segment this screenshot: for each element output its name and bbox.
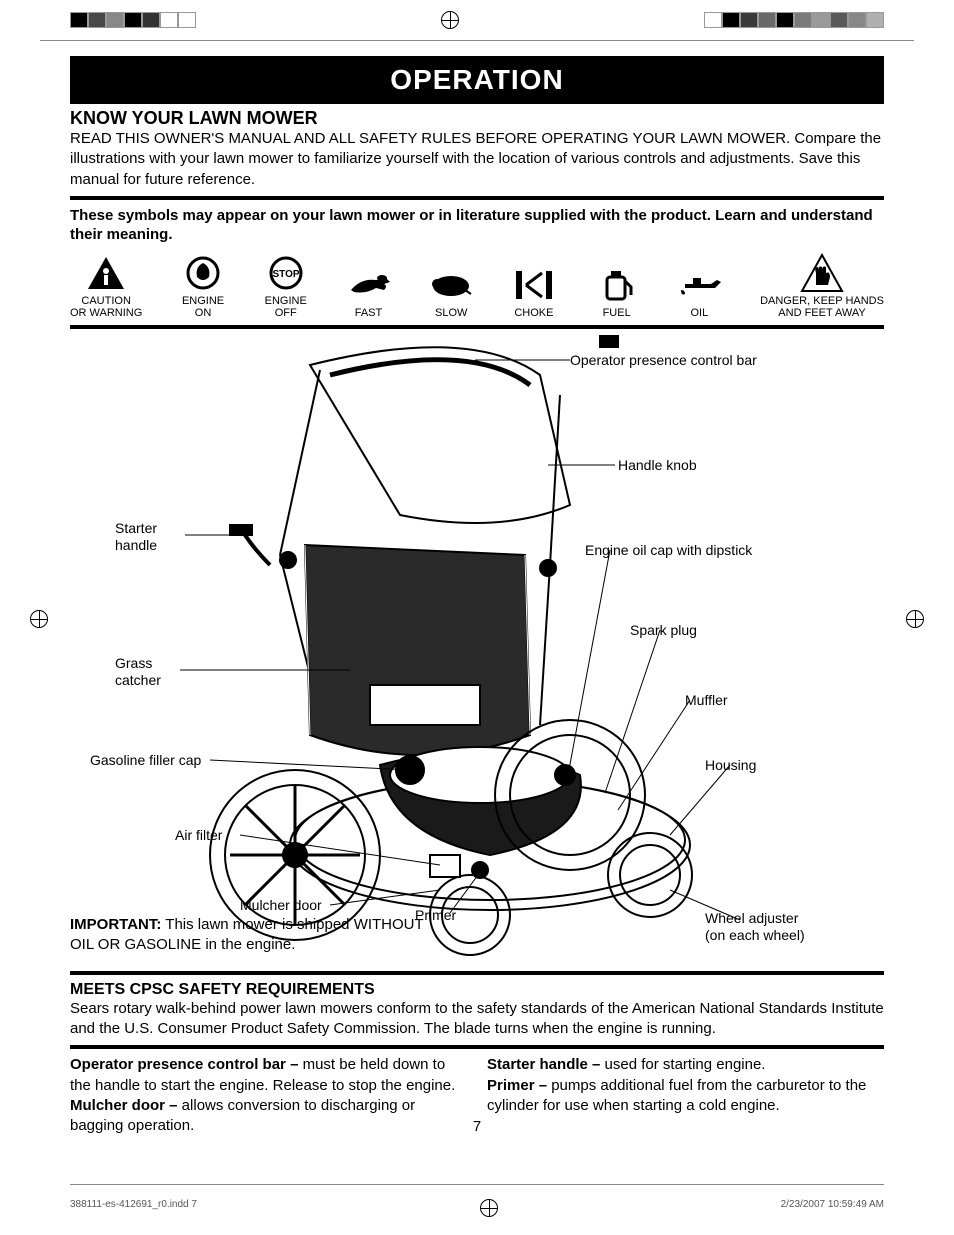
- footer-timestamp: 2/23/2007 10:59:49 AM: [781, 1199, 884, 1217]
- label-starter-handle: Starter handle: [115, 520, 157, 554]
- registration-mark-right: [906, 610, 924, 628]
- cpsc-title: MEETS CPSC SAFETY REQUIREMENTS: [70, 981, 884, 999]
- engine-on-icon: [181, 253, 225, 293]
- label-gasoline-cap: Gasoline filler cap: [90, 752, 201, 769]
- important-label: IMPORTANT:: [70, 916, 161, 933]
- symbol-label: ENGINE OFF: [265, 295, 307, 319]
- registration-mark-left: [30, 610, 48, 628]
- engine-off-icon: STOP: [264, 253, 308, 293]
- colorbar-right: [704, 12, 884, 28]
- symbol-fast: FAST: [346, 265, 390, 319]
- important-note: IMPORTANT: This lawn mower is shipped WI…: [70, 915, 450, 956]
- symbol-label: FUEL: [603, 307, 631, 319]
- know-title: KNOW YOUR LAWN MOWER: [70, 108, 884, 129]
- label-housing: Housing: [705, 757, 756, 774]
- fast-icon: [346, 265, 390, 305]
- symbol-engine-on: ENGINE ON: [181, 253, 225, 319]
- definition-item: Starter handle – used for starting engin…: [487, 1055, 884, 1075]
- label-air-filter: Air filter: [175, 827, 222, 844]
- rule: [70, 1045, 884, 1049]
- rule: [70, 196, 884, 200]
- symbol-danger-hands: DANGER, KEEP HANDS AND FEET AWAY: [760, 253, 884, 319]
- trim-line: [40, 40, 914, 41]
- slow-icon: [429, 265, 473, 305]
- symbol-label: CHOKE: [514, 307, 553, 319]
- symbols-intro: These symbols may appear on your lawn mo…: [70, 206, 884, 245]
- registration-mark-top: [441, 11, 459, 29]
- symbol-engine-off: STOP ENGINE OFF: [264, 253, 308, 319]
- label-mulcher-door: Mulcher door: [240, 897, 322, 914]
- manual-page: OPERATION KNOW YOUR LAWN MOWER READ THIS…: [0, 0, 954, 1235]
- column-left: Operator presence control bar – must be …: [70, 1055, 467, 1136]
- oil-icon: [677, 265, 721, 305]
- label-handle-knob: Handle knob: [618, 457, 697, 474]
- label-wheel-adjuster: Wheel adjuster (on each wheel): [705, 910, 805, 944]
- rule: [70, 971, 884, 975]
- label-grass-catcher: Grass catcher: [115, 655, 161, 689]
- know-body: READ THIS OWNER'S MANUAL AND ALL SAFETY …: [70, 129, 884, 190]
- symbols-row: CAUTION OR WARNING ENGINE ON STOP ENGINE OF…: [70, 249, 884, 319]
- caution-icon: [84, 253, 128, 293]
- symbol-label: OIL: [690, 307, 708, 319]
- print-footer: 388111-es-412691_r0.indd 7 2/23/2007 10:…: [70, 1184, 884, 1217]
- symbol-caution: CAUTION OR WARNING: [70, 253, 142, 319]
- definition-item: Primer – pumps additional fuel from the …: [487, 1076, 884, 1117]
- mower-illustration: [70, 335, 884, 965]
- column-right: Starter handle – used for starting engin…: [487, 1055, 884, 1136]
- fuel-icon: [595, 265, 639, 305]
- symbol-oil: OIL: [677, 265, 721, 319]
- svg-text:STOP: STOP: [272, 269, 299, 280]
- footer-filename: 388111-es-412691_r0.indd 7: [70, 1199, 197, 1217]
- symbol-label: ENGINE ON: [182, 295, 224, 319]
- rule: [70, 325, 884, 329]
- choke-icon: [512, 265, 556, 305]
- label-muffler: Muffler: [685, 692, 728, 709]
- label-spark-plug: Spark plug: [630, 622, 697, 639]
- symbol-label: FAST: [355, 307, 383, 319]
- symbol-choke: CHOKE: [512, 265, 556, 319]
- label-oil-cap: Engine oil cap with dipstick: [585, 542, 752, 559]
- danger-hands-icon: [800, 253, 844, 293]
- symbol-fuel: FUEL: [595, 265, 639, 319]
- colorbar-left: [70, 12, 196, 28]
- label-control-bar: Operator presence control bar: [570, 352, 757, 369]
- print-markers-top: [70, 10, 884, 30]
- symbol-slow: SLOW: [429, 265, 473, 319]
- cpsc-body: Sears rotary walk-behind power lawn mowe…: [70, 999, 884, 1040]
- symbol-label: SLOW: [435, 307, 467, 319]
- definition-item: Mulcher door – allows conversion to disc…: [70, 1096, 467, 1137]
- mower-diagram: Operator presence control bar Handle kno…: [70, 335, 884, 965]
- symbol-label: DANGER, KEEP HANDS AND FEET AWAY: [760, 295, 884, 319]
- registration-mark-bottom: [480, 1199, 498, 1217]
- definition-item: Operator presence control bar – must be …: [70, 1055, 467, 1096]
- page-banner: OPERATION: [70, 56, 884, 104]
- symbol-label: CAUTION OR WARNING: [70, 295, 142, 319]
